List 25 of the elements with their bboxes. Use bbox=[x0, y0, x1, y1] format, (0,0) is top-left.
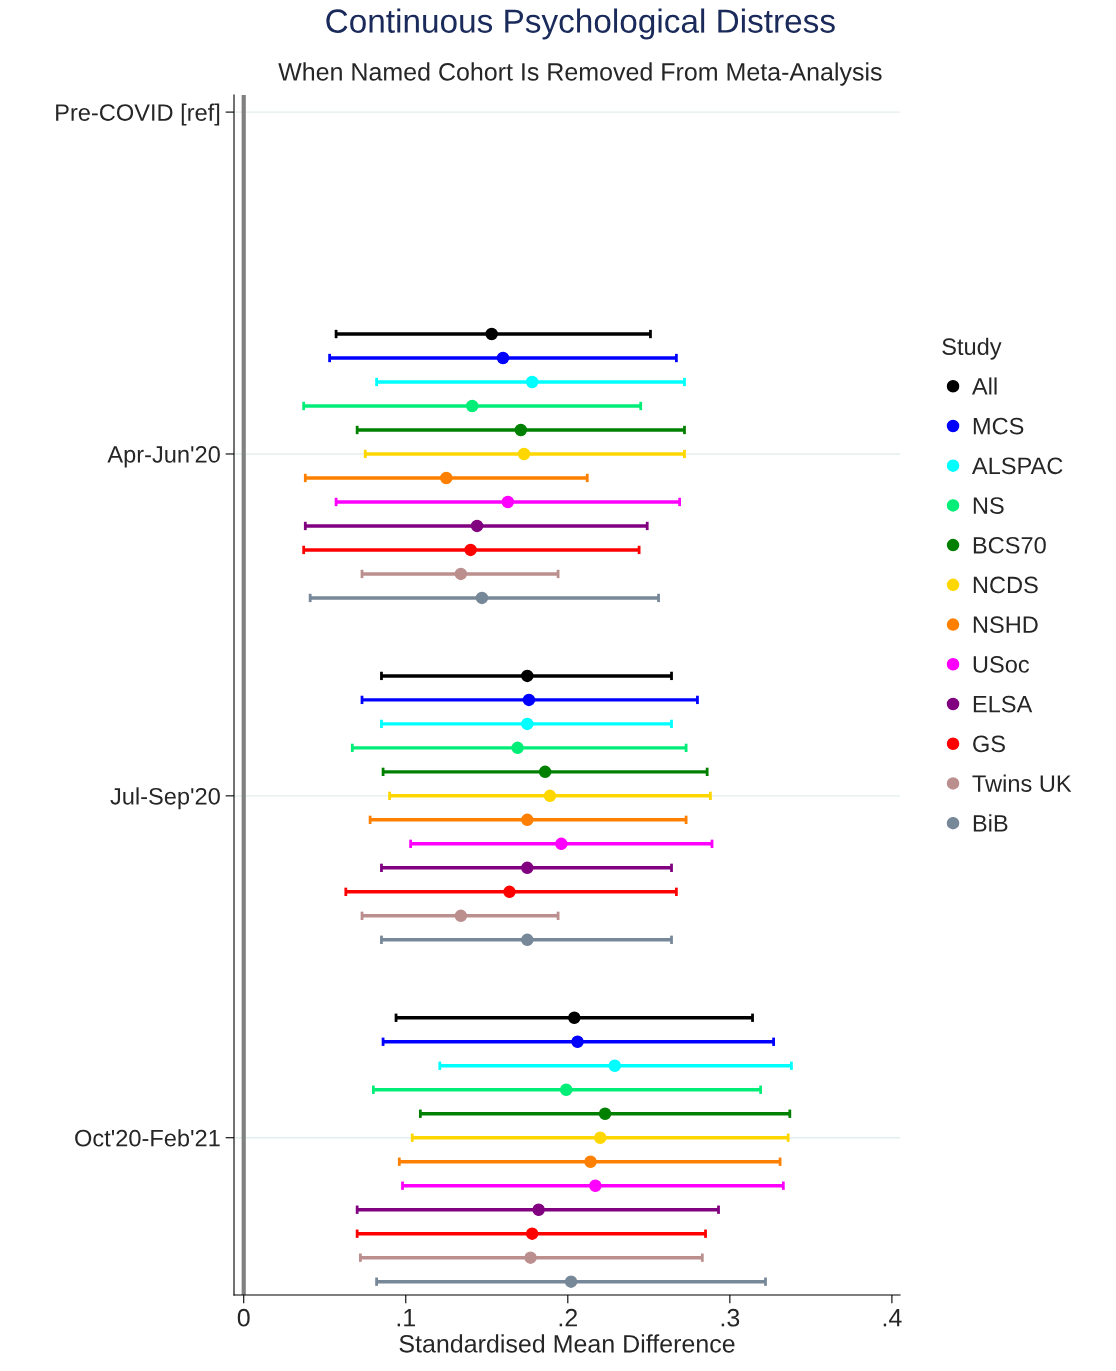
x-tick-label: .1 bbox=[397, 1309, 415, 1327]
legend-label: USoc bbox=[973, 656, 1030, 673]
legend-label: GS bbox=[973, 735, 1005, 753]
legend-title: Study bbox=[942, 337, 1002, 360]
chart-subtitle: When Named Cohort Is Removed From Meta-Analysis bbox=[278, 62, 882, 86]
x-axis-title: Standardised Mean Difference bbox=[399, 1334, 735, 1353]
legend-label: All bbox=[971, 377, 997, 395]
chart-title: Continuous Psychological Distress bbox=[326, 8, 835, 40]
legend-label: Twins UK bbox=[972, 774, 1072, 792]
y-tick-label: Apr-Jun'20 bbox=[107, 446, 220, 468]
x-tick-label: .3 bbox=[721, 1308, 740, 1327]
y-tick-label: Oct'20-Feb'21 bbox=[75, 1129, 220, 1147]
legend-label: MCS bbox=[973, 417, 1024, 435]
legend-label: NCDS bbox=[973, 576, 1038, 594]
x-tick-label: .4 bbox=[883, 1309, 902, 1327]
y-tick-label: Pre-COVID [ref] bbox=[56, 103, 220, 126]
x-tick-label: 0 bbox=[237, 1308, 250, 1327]
legend-label: BiB bbox=[973, 814, 1008, 832]
legend-label: NS bbox=[973, 497, 1004, 514]
y-tick-label: Jul-Sep'20 bbox=[110, 787, 220, 810]
x-tick-label: .2 bbox=[559, 1308, 577, 1327]
legend-label: NSHD bbox=[973, 616, 1038, 634]
legend-label: BCS70 bbox=[973, 536, 1046, 554]
legend-label: ALSPAC bbox=[971, 457, 1063, 475]
legend-label: ELSA bbox=[973, 695, 1033, 713]
